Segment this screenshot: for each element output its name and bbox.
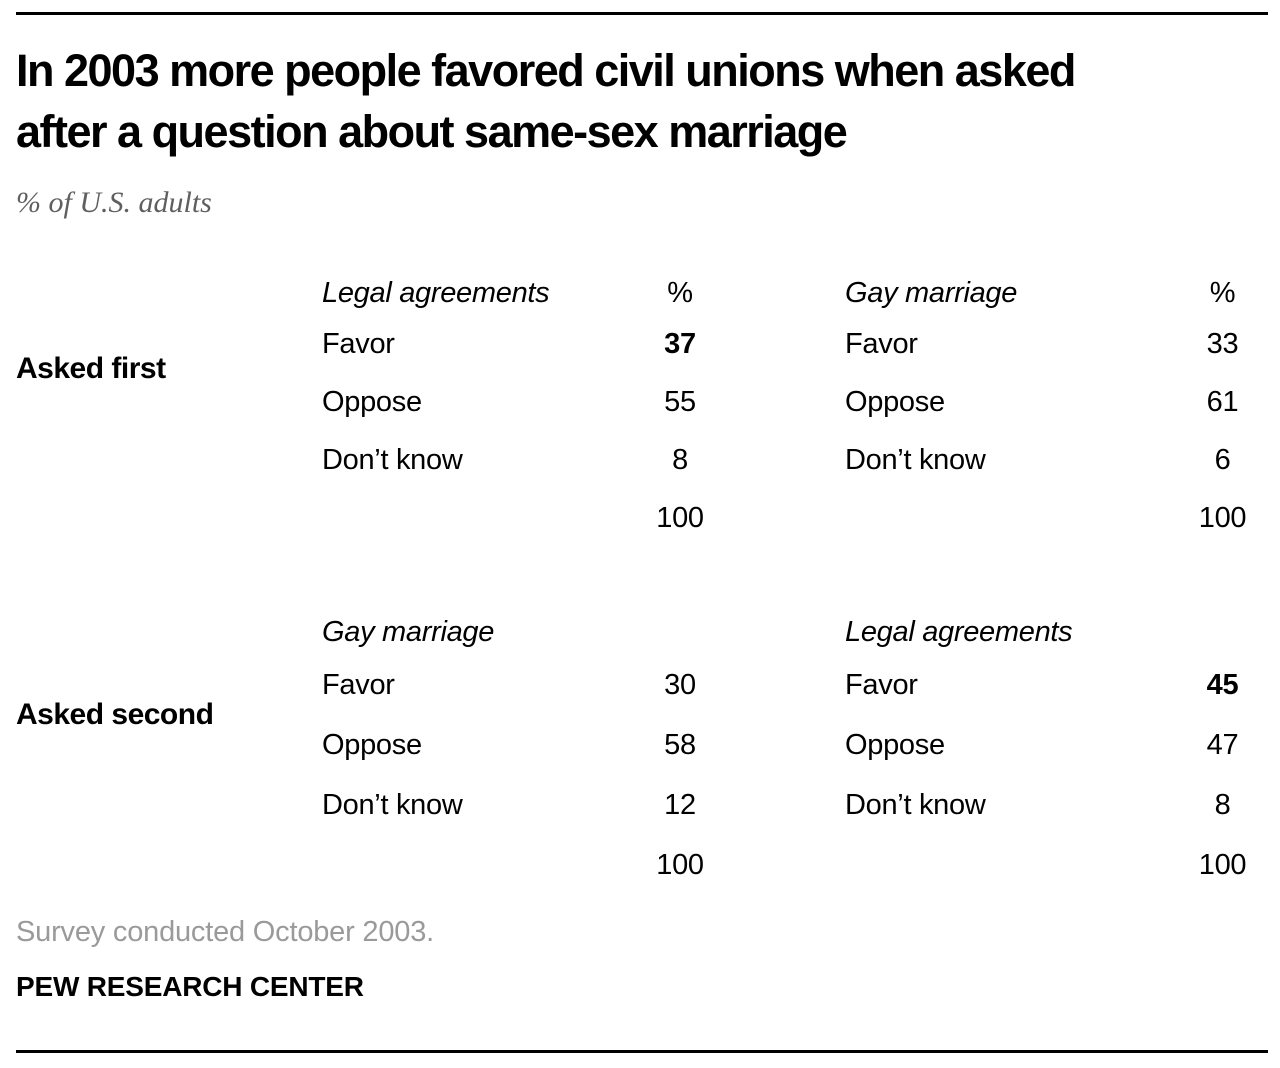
column-spacer bbox=[738, 609, 845, 655]
row-label bbox=[322, 489, 622, 547]
column-spacer bbox=[738, 835, 845, 895]
row-label: Oppose bbox=[322, 728, 422, 761]
row-value: 33 bbox=[1206, 327, 1239, 360]
chart-title: In 2003 more people favored civil unions… bbox=[16, 40, 1260, 162]
row-label: Favor bbox=[845, 668, 918, 701]
row-label: Favor bbox=[322, 668, 395, 701]
row-label: Oppose bbox=[322, 385, 422, 418]
row-label bbox=[845, 489, 1165, 547]
top-rule bbox=[16, 12, 1268, 15]
column-spacer bbox=[738, 775, 845, 835]
row-label: Don’t know bbox=[322, 788, 463, 821]
chart-title-line2: after a question about same-sex marriage bbox=[16, 106, 848, 157]
column-spacer bbox=[738, 655, 845, 715]
chart-title-line1: In 2003 more people favored civil unions… bbox=[16, 45, 1076, 96]
row-value: 30 bbox=[664, 668, 696, 701]
row-value: 58 bbox=[664, 728, 696, 761]
column-header: Gay marriage bbox=[322, 615, 495, 648]
row-value: 8 bbox=[1214, 788, 1231, 821]
column-spacer bbox=[738, 373, 845, 431]
row-value: 8 bbox=[672, 443, 688, 476]
row-value: 12 bbox=[664, 788, 696, 821]
column-spacer bbox=[738, 315, 845, 373]
row-label bbox=[845, 835, 1165, 895]
percent-header: % bbox=[667, 276, 693, 309]
row-label: Favor bbox=[322, 327, 395, 360]
column-spacer bbox=[738, 431, 845, 489]
total-value: 100 bbox=[1198, 501, 1247, 534]
survey-note: Survey conducted October 2003. bbox=[16, 916, 434, 948]
table-asked-second: Gay marriage Legal agreements Favor 30 F… bbox=[322, 609, 1280, 895]
section-label-asked-first: Asked first bbox=[16, 352, 166, 385]
row-value: 45 bbox=[1206, 668, 1239, 701]
row-value: 6 bbox=[1214, 443, 1231, 476]
total-value: 100 bbox=[656, 848, 704, 881]
row-value: 47 bbox=[1206, 728, 1239, 761]
source-label: PEW RESEARCH CENTER bbox=[16, 971, 364, 1002]
column-header: Legal agreements bbox=[845, 615, 1073, 648]
row-label: Oppose bbox=[845, 728, 945, 761]
row-value: 37 bbox=[664, 327, 696, 360]
percent-header: % bbox=[1209, 276, 1236, 309]
column-spacer bbox=[738, 715, 845, 775]
total-value: 100 bbox=[1198, 848, 1247, 881]
row-label: Don’t know bbox=[845, 788, 986, 821]
table-asked-first: Legal agreements % Gay marriage % Favor … bbox=[322, 271, 1280, 547]
row-label bbox=[322, 835, 622, 895]
row-label: Oppose bbox=[845, 385, 945, 418]
column-spacer bbox=[738, 271, 845, 315]
row-value: 55 bbox=[664, 385, 696, 418]
row-label: Favor bbox=[845, 327, 918, 360]
column-spacer bbox=[738, 489, 845, 547]
section-label-asked-second: Asked second bbox=[16, 698, 214, 731]
row-value: 61 bbox=[1206, 385, 1239, 418]
total-value: 100 bbox=[656, 501, 704, 534]
row-label: Don’t know bbox=[322, 443, 463, 476]
column-spacer bbox=[622, 609, 738, 655]
chart-subtitle: % of U.S. adults bbox=[16, 186, 212, 219]
column-spacer bbox=[1165, 609, 1280, 655]
column-header: Legal agreements bbox=[322, 276, 550, 309]
bottom-rule bbox=[16, 1050, 1268, 1053]
column-header: Gay marriage bbox=[845, 276, 1018, 309]
row-label: Don’t know bbox=[845, 443, 986, 476]
